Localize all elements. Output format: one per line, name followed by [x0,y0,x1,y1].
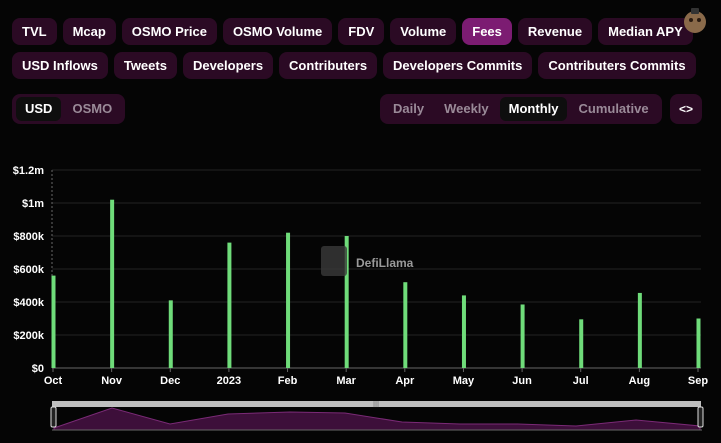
metric-tab-osmo-volume[interactable]: OSMO Volume [222,18,333,45]
denomination-option-usd[interactable]: USD [16,97,62,121]
metric-tab-fees[interactable]: Fees [462,18,512,45]
bar-feb[interactable] [286,232,291,368]
avatar[interactable] [681,6,709,34]
time-range-brush[interactable]: ||| [50,401,704,431]
metric-tab-volume[interactable]: Volume [390,18,457,45]
brush-bar[interactable] [52,401,701,407]
brush-left-handle[interactable] [50,406,57,428]
metric-tabs-row1: TVL Mcap OSMO Price OSMO Volume FDV Volume Fee… [12,18,693,45]
bar-nov[interactable] [110,199,115,368]
x-tick-label: Oct [44,375,63,387]
metric-tab-tvl[interactable]: TVL [12,18,57,45]
bar-dec[interactable] [168,300,173,368]
denomination-option-osmo[interactable]: OSMO [72,101,113,116]
x-tick-label: May [453,375,475,387]
y-tick-label: $0 [32,363,44,375]
watermark-text: DefiLlama [356,256,414,270]
bar-oct[interactable] [51,275,56,368]
bar-2023[interactable] [227,242,232,368]
metric-tab-developers-commits[interactable]: Developers Commits [383,52,533,79]
y-tick-label: $400k [13,297,44,309]
fees-bar-chart: $0 $200k $400k $600k $800k $1m $1.2m Oct Nov Dec… [13,165,708,431]
metric-tab-osmo-price[interactable]: OSMO Price [121,18,217,45]
period-option-cumulative[interactable]: Cumulative [578,101,649,116]
bar-sep[interactable] [696,318,701,369]
svg-text:|||: ||| [373,401,379,408]
y-tick-label: $1.2m [13,165,44,177]
x-tick-label: Sep [688,375,708,387]
metric-tab-developers[interactable]: Developers [182,52,274,79]
bar-mar[interactable] [344,236,349,368]
metric-tab-tweets[interactable]: Tweets [113,52,177,79]
period-option-daily[interactable]: Daily [393,101,425,116]
metric-tab-median-apy[interactable]: Median APY [598,18,693,45]
x-tick-label: Apr [395,375,415,387]
denomination-toggle: USD OSMO [12,94,126,124]
brush-area-preview [53,407,701,431]
x-tick-label: Dec [160,375,180,387]
brush-right-handle[interactable] [697,406,704,428]
y-tick-label: $600k [13,264,44,276]
period-option-weekly[interactable]: Weekly [444,101,489,116]
metric-tab-mcap[interactable]: Mcap [62,18,116,45]
bar-apr[interactable] [403,282,408,368]
metric-tab-revenue[interactable]: Revenue [517,18,593,45]
bar-jun[interactable] [520,304,525,368]
metric-tab-usd-inflows[interactable]: USD Inflows [12,52,108,79]
period-option-monthly[interactable]: Monthly [499,97,568,121]
metric-tab-contributers-commits[interactable]: Contributers Commits [538,52,696,79]
metric-tab-contributers[interactable]: Contributers [279,52,378,79]
x-tick-label: Aug [629,375,650,387]
bar-jul[interactable] [579,319,584,368]
bar-may[interactable] [461,295,466,368]
x-tick-label: 2023 [217,375,241,387]
metric-tab-fdv[interactable]: FDV [338,18,385,45]
y-tick-label: $800k [13,231,44,243]
x-tick-label: Jun [512,375,532,387]
x-tick-label: Nov [101,375,123,387]
embed-code-button[interactable]: <> [670,94,702,124]
metric-tabs-row2: USD Inflows Tweets Developers Contributers D… [12,52,696,79]
period-toggle: Daily Weekly Monthly Cumulative [380,94,662,124]
y-tick-label: $1m [22,198,44,210]
x-tick-label: Mar [336,375,356,387]
defillama-watermark: DefiLlama [321,246,414,276]
bar-aug[interactable] [637,292,642,368]
x-tick-label: Feb [278,375,298,387]
y-tick-label: $200k [13,330,44,342]
x-tick-label: Jul [573,375,589,387]
